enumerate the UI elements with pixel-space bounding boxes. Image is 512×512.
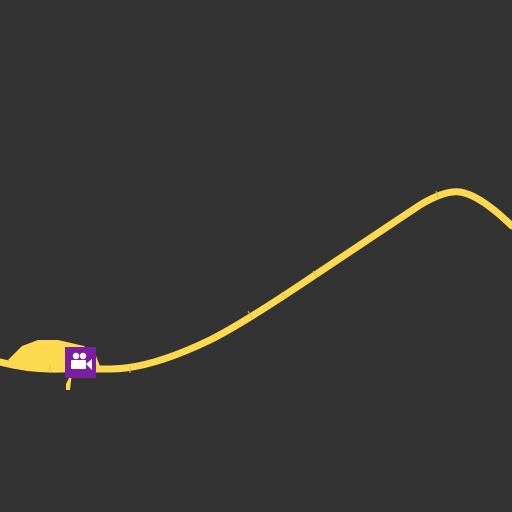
movie-camera-icon <box>71 352 92 370</box>
road-joint <box>312 270 318 278</box>
cinema-marker[interactable] <box>65 347 96 378</box>
road-joint <box>435 190 439 199</box>
road-joint <box>247 310 253 319</box>
road-joint <box>281 291 287 299</box>
road-segment-joints <box>49 190 439 373</box>
road-segment[interactable] <box>0 188 512 373</box>
